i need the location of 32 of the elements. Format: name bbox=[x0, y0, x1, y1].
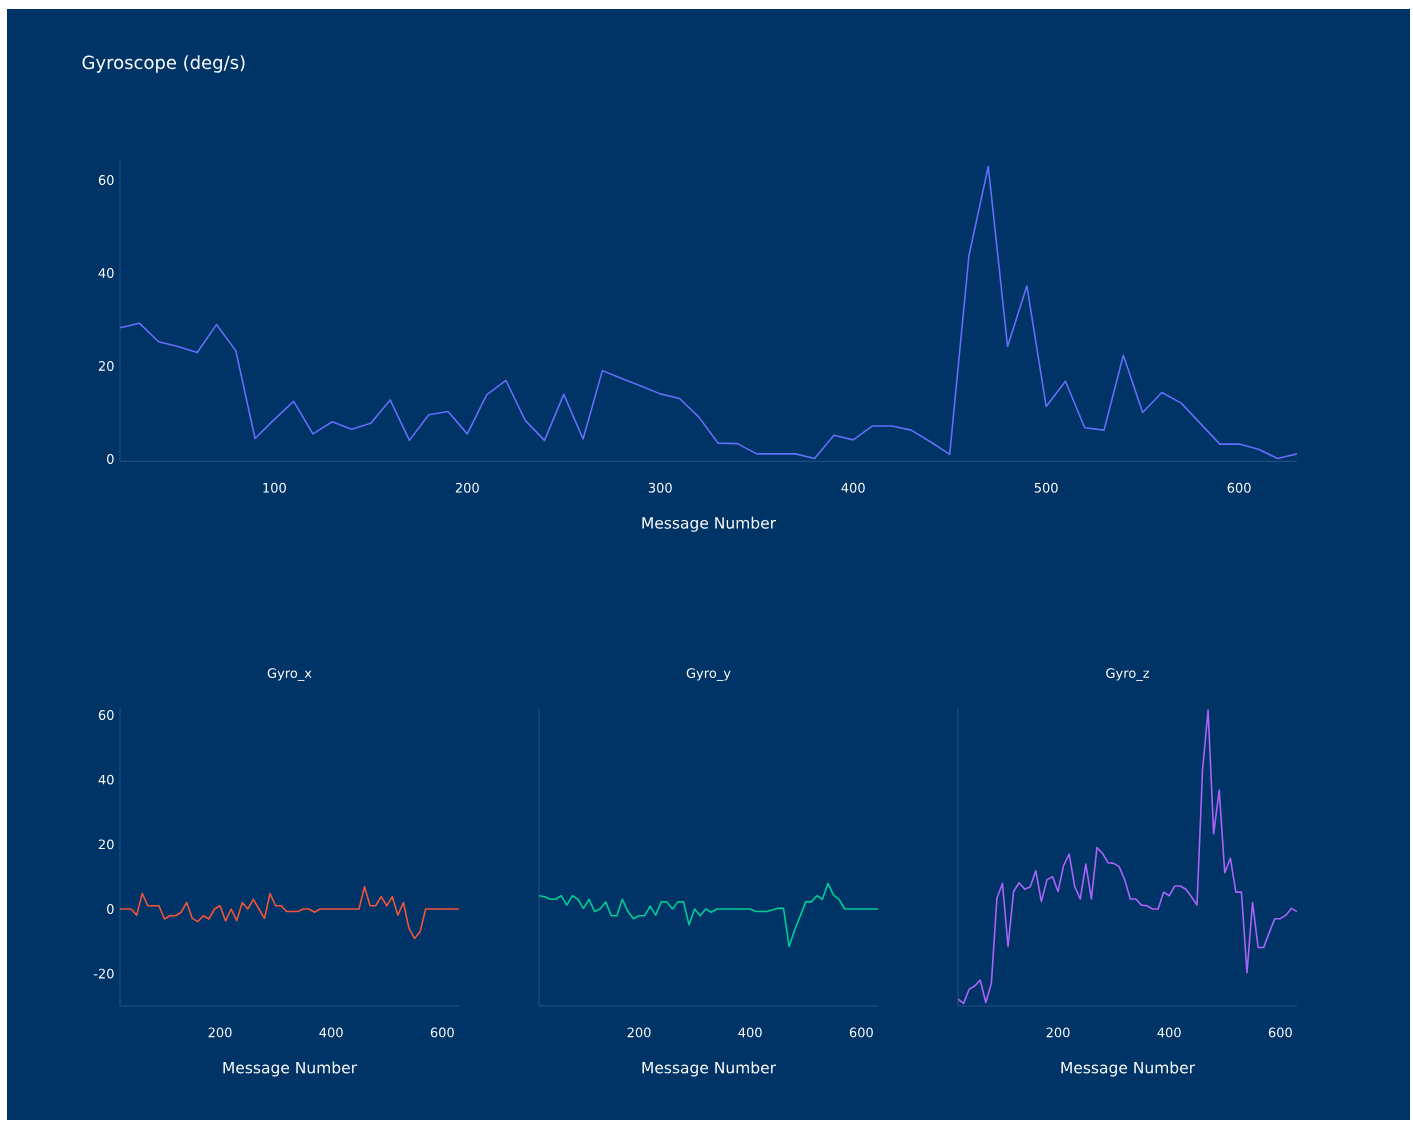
chart-title: Gyro_x bbox=[267, 668, 312, 681]
x-axis-title: Message Number bbox=[223, 1061, 358, 1077]
x-tick-label: 100 bbox=[263, 482, 286, 493]
x-tick-label: 400 bbox=[1157, 1027, 1181, 1038]
x-axis-title: Message Number bbox=[1061, 1061, 1196, 1077]
y-tick-label: 60 bbox=[98, 175, 114, 185]
x-tick-label: 600 bbox=[430, 1027, 454, 1038]
x-tick-label: 600 bbox=[1268, 1027, 1292, 1038]
y-tick-label: 20 bbox=[98, 361, 114, 371]
chart-title: Gyro_z bbox=[1106, 668, 1150, 681]
y-tick-label: 0 bbox=[107, 904, 114, 914]
x-tick-label: 200 bbox=[208, 1027, 232, 1038]
y-tick-label: -20 bbox=[93, 968, 114, 979]
y-tick-label: 60 bbox=[98, 710, 114, 720]
x-tick-label: 400 bbox=[319, 1027, 343, 1038]
y-tick-label: 20 bbox=[98, 839, 114, 850]
x-tick-label: 300 bbox=[648, 482, 672, 493]
y-tick-label: 40 bbox=[98, 774, 114, 785]
x-axis-title: Message Number bbox=[642, 516, 777, 532]
x-tick-label: 200 bbox=[455, 482, 479, 493]
x-tick-label: 500 bbox=[1034, 482, 1058, 493]
x-tick-label: 400 bbox=[738, 1027, 762, 1038]
x-tick-label: 600 bbox=[1227, 482, 1251, 493]
y-tick-label: 0 bbox=[107, 454, 114, 464]
chart-title: Gyroscope (deg/s) bbox=[82, 55, 245, 73]
x-axis-title: Message Number bbox=[642, 1061, 777, 1077]
y-tick-label: 40 bbox=[98, 268, 114, 278]
x-tick-label: 200 bbox=[1046, 1027, 1070, 1038]
chart-title: Gyro_y bbox=[686, 668, 731, 681]
x-tick-label: 400 bbox=[841, 482, 865, 493]
x-tick-label: 600 bbox=[849, 1027, 873, 1038]
x-tick-label: 200 bbox=[627, 1027, 651, 1038]
